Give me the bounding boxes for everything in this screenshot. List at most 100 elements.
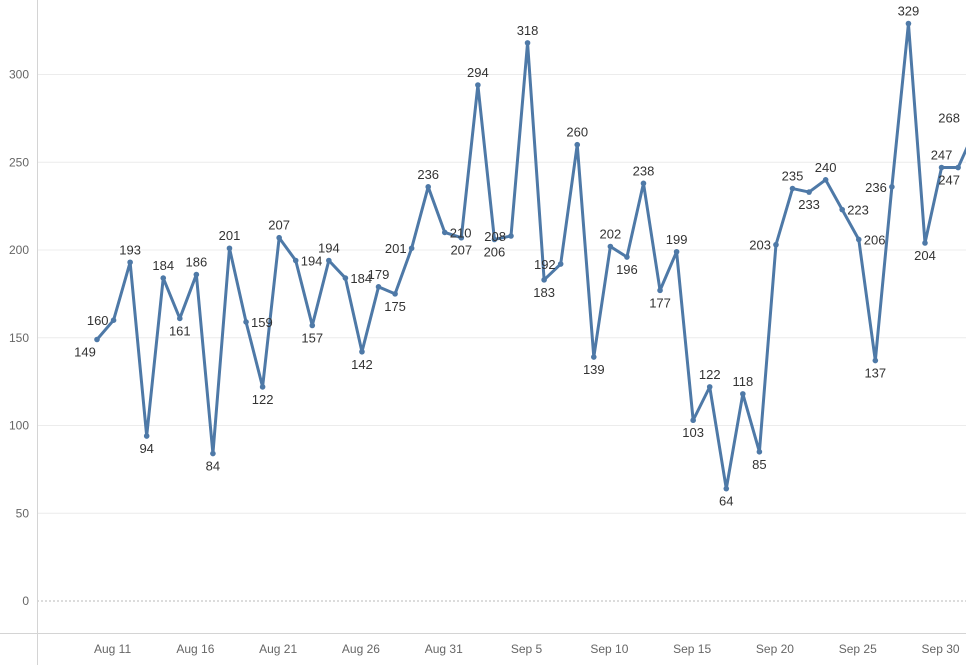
data-label: 194 (301, 254, 323, 269)
data-label: 139 (583, 362, 605, 377)
data-label: 202 (600, 226, 622, 241)
data-point[interactable] (210, 450, 216, 457)
data-label: 64 (719, 494, 733, 509)
data-point[interactable] (259, 384, 266, 390)
data-label: 175 (384, 299, 406, 314)
x-tick-label: Sep 5 (511, 642, 543, 656)
data-point[interactable] (292, 257, 299, 264)
data-label: 318 (517, 23, 539, 38)
x-tick-label: Sep 25 (839, 642, 877, 656)
x-tick-label: Aug 21 (259, 642, 297, 656)
data-point[interactable] (541, 277, 547, 283)
y-gridlines (37, 74, 966, 602)
x-tick-label: Aug 16 (176, 642, 214, 656)
data-point[interactable] (624, 254, 630, 260)
data-label: 196 (616, 262, 638, 277)
data-point[interactable] (789, 185, 796, 192)
data-point[interactable] (657, 287, 663, 294)
data-point[interactable] (822, 177, 829, 183)
data-point[interactable] (359, 348, 365, 355)
data-label: 238 (633, 163, 655, 178)
data-point[interactable] (160, 275, 167, 281)
x-tick-label: Aug 26 (342, 642, 380, 656)
data-point[interactable] (243, 319, 249, 325)
data-label: 240 (815, 160, 837, 175)
data-point[interactable] (855, 236, 862, 243)
data-label: 204 (914, 248, 936, 263)
data-point[interactable] (938, 164, 945, 171)
data-point[interactable] (177, 315, 183, 322)
data-point[interactable] (408, 245, 415, 252)
x-tick-label: Sep 10 (590, 642, 628, 656)
data-point[interactable] (276, 234, 282, 241)
data-point[interactable] (475, 82, 481, 88)
data-label: 118 (732, 374, 753, 389)
data-point[interactable] (955, 164, 961, 171)
data-label: 84 (206, 459, 220, 474)
data-point[interactable] (508, 233, 514, 239)
data-point[interactable] (673, 248, 680, 255)
data-label: 208 (484, 229, 506, 244)
data-label: 194 (318, 241, 340, 256)
data-point[interactable] (94, 336, 100, 343)
data-label: 233 (798, 197, 820, 212)
data-point[interactable] (773, 241, 779, 248)
data-point[interactable] (723, 485, 730, 492)
y-tick-label: 100 (9, 419, 29, 433)
data-point[interactable] (607, 243, 614, 250)
data-point[interactable] (839, 206, 845, 213)
series-line-group (94, 20, 966, 492)
y-tick-label: 50 (16, 506, 30, 520)
data-point[interactable] (143, 433, 150, 439)
data-label: 177 (649, 295, 671, 310)
data-label: 247 (931, 148, 953, 163)
data-point[interactable] (557, 261, 564, 267)
data-label: 207 (450, 243, 472, 258)
data-point[interactable] (574, 141, 581, 148)
data-point[interactable] (226, 245, 233, 252)
data-point[interactable] (326, 257, 332, 264)
data-label: 179 (368, 267, 390, 282)
data-point[interactable] (756, 449, 763, 455)
x-tick-label: Aug 11 (94, 642, 131, 656)
data-point[interactable] (425, 184, 432, 190)
series-line (95, 22, 966, 491)
data-point[interactable] (110, 317, 117, 324)
data-label: 236 (865, 180, 887, 195)
data-label: 122 (699, 367, 721, 382)
data-point[interactable] (309, 322, 316, 329)
data-point[interactable] (872, 357, 879, 364)
data-point[interactable] (889, 184, 895, 190)
data-point[interactable] (740, 391, 746, 397)
data-point[interactable] (193, 271, 200, 278)
y-tick-label: 150 (9, 331, 29, 345)
data-label: 223 (847, 203, 869, 218)
data-label: 184 (152, 258, 174, 273)
data-label: 199 (666, 232, 688, 247)
data-point[interactable] (342, 275, 349, 281)
data-point[interactable] (806, 189, 812, 195)
data-point[interactable] (706, 384, 713, 390)
data-label: 236 (417, 167, 439, 182)
data-point[interactable] (441, 229, 448, 236)
data-point[interactable] (922, 240, 928, 246)
data-label: 203 (749, 238, 771, 253)
data-point[interactable] (690, 417, 696, 424)
x-axis-ticks: Aug 11 Aug 16 Aug 21 Aug 26 Aug 31 Sep 5 Sep 1… (94, 642, 960, 656)
data-point[interactable] (905, 20, 912, 27)
data-point[interactable] (458, 234, 465, 241)
data-point[interactable] (640, 180, 647, 187)
data-label: 149 (74, 345, 96, 360)
data-label: 161 (169, 323, 191, 338)
x-tick-label: Aug 31 (425, 642, 463, 656)
data-point[interactable] (591, 354, 597, 360)
data-label: 103 (682, 425, 704, 440)
data-point[interactable] (491, 236, 498, 243)
data-point[interactable] (392, 291, 398, 297)
data-label: 329 (898, 4, 920, 19)
data-label: 122 (252, 392, 274, 407)
data-point[interactable] (375, 284, 382, 290)
data-point[interactable] (524, 40, 531, 46)
data-point[interactable] (127, 259, 133, 266)
